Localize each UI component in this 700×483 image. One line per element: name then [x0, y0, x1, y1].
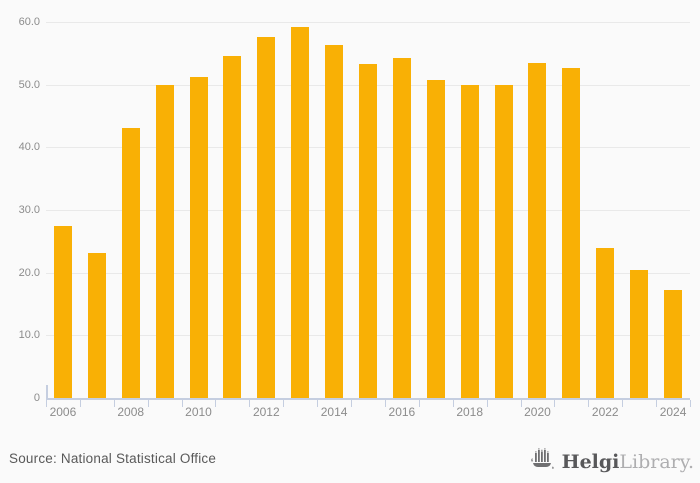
y-axis-line	[46, 385, 48, 398]
x-axis-tick	[351, 400, 353, 407]
y-axis-label: 10.0	[18, 329, 40, 342]
x-axis-tick	[486, 400, 488, 407]
x-axis-line	[46, 398, 690, 400]
y-axis-label: 40.0	[18, 141, 40, 154]
bar-2021[interactable]	[562, 67, 581, 398]
x-axis-label: 2016	[388, 405, 416, 419]
logo-wordmark: HelgiLibrary.	[562, 449, 694, 475]
gridline-60	[46, 22, 690, 23]
bar-2017[interactable]	[426, 80, 445, 398]
x-axis-tick	[690, 400, 691, 407]
bar-2015[interactable]	[359, 63, 377, 398]
bar-2011[interactable]	[223, 56, 242, 398]
x-axis-tick	[46, 400, 47, 407]
x-axis-tick	[181, 400, 183, 407]
x-axis-label: 2020	[524, 405, 551, 419]
logo-text-library: Library.	[619, 450, 694, 473]
bar-2009[interactable]	[155, 85, 174, 398]
bar-2006[interactable]	[53, 225, 72, 398]
bar-2023[interactable]	[630, 269, 649, 398]
x-axis-tick	[147, 400, 149, 407]
bar-2013[interactable]	[291, 27, 310, 398]
x-axis-label: 2008	[117, 405, 145, 419]
bar-2024[interactable]	[664, 289, 683, 398]
helgilibrary-logo[interactable]: HelgiLibrary.	[530, 446, 694, 477]
x-axis-label: 2018	[456, 405, 484, 419]
x-axis-tick	[656, 400, 658, 407]
bar-2019[interactable]	[494, 84, 513, 398]
bar-2014[interactable]	[325, 44, 344, 398]
x-axis-tick	[215, 400, 217, 407]
logo-text-helgi: Helgi	[561, 450, 620, 473]
bar-2020[interactable]	[528, 62, 547, 398]
x-axis-tick	[452, 400, 454, 407]
source-attribution: Source: National Statistical Office	[9, 451, 217, 466]
bar-2016[interactable]	[392, 58, 411, 398]
x-axis-tick	[554, 400, 556, 407]
x-axis-tick	[317, 400, 319, 407]
x-axis-tick	[249, 400, 251, 407]
x-axis-tick	[520, 400, 522, 407]
x-axis-label: 2010	[185, 405, 212, 419]
x-axis-tick	[283, 400, 285, 407]
bar-2010[interactable]	[189, 77, 208, 398]
x-axis-tick	[79, 400, 81, 407]
x-axis-label: 2022	[591, 405, 619, 419]
x-axis-label: 2014	[320, 405, 348, 419]
y-axis-label: 60.0	[18, 16, 40, 28]
bar-2018[interactable]	[460, 85, 479, 398]
x-axis-tick	[418, 400, 420, 407]
x-axis-tick	[588, 400, 590, 407]
bar-2012[interactable]	[257, 37, 276, 398]
y-axis-label: 30.0	[18, 204, 40, 216]
x-axis-tick	[113, 400, 115, 407]
x-axis-label: 2012	[252, 405, 280, 419]
x-axis-label: 2024	[659, 405, 687, 419]
y-axis-label: 0	[33, 392, 40, 404]
y-axis-label: 20.0	[18, 266, 40, 279]
castle-boat-icon	[530, 446, 557, 477]
bar-2007[interactable]	[87, 252, 106, 398]
bar-2008[interactable]	[121, 127, 140, 398]
y-axis-label: 50.0	[18, 78, 40, 91]
x-axis-label: 2006	[49, 405, 77, 419]
bar-2022[interactable]	[596, 247, 615, 398]
x-axis-tick	[384, 400, 386, 407]
plot-area: 0 10.0 20.0 30.0 40.0 50.0 60.0 2006 2008 2010 201…	[18, 16, 691, 419]
x-axis-tick	[622, 400, 624, 407]
footer: Source: National Statistical Office	[0, 440, 700, 483]
